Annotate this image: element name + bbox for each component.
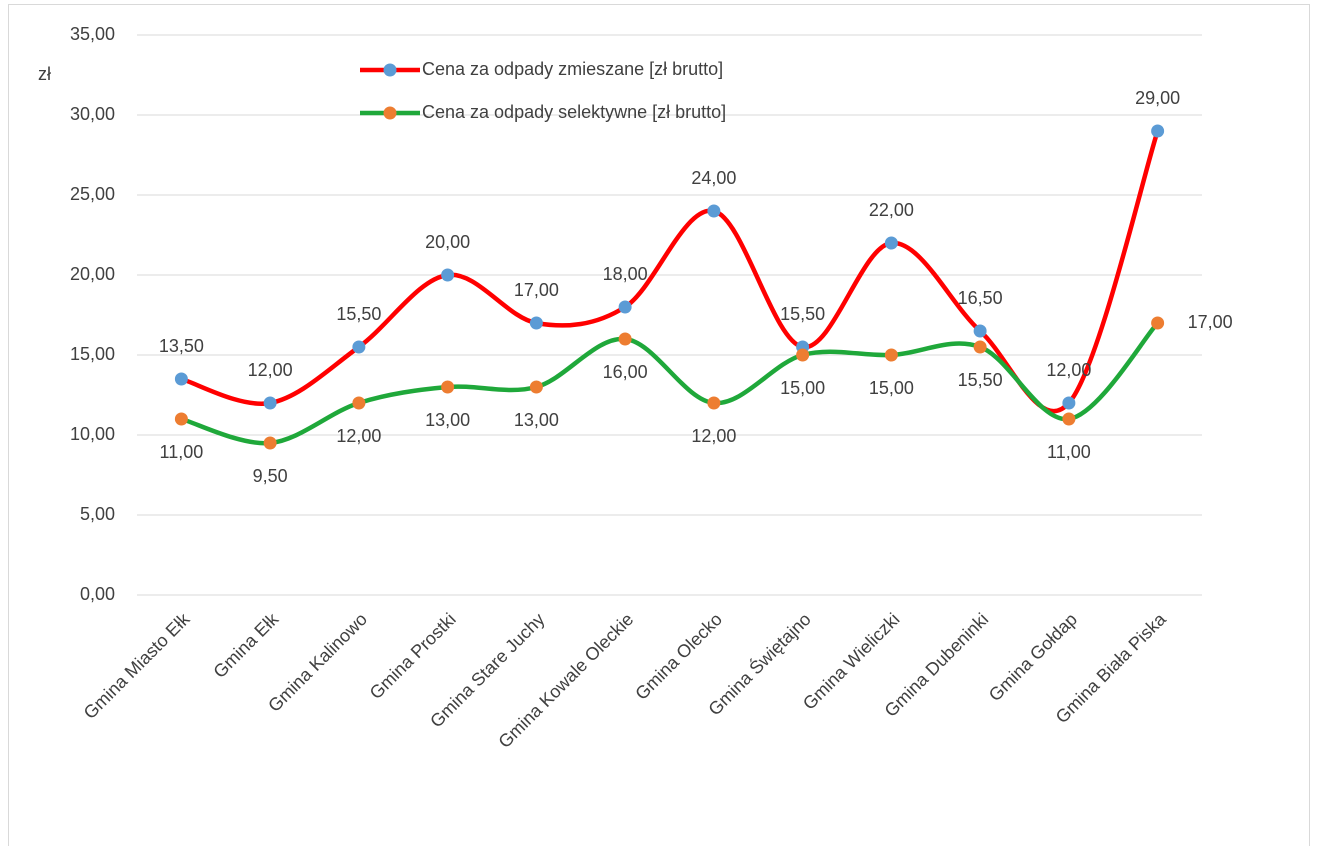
- y-tick-label: 20,00: [70, 264, 115, 284]
- point-marker: [618, 332, 632, 346]
- value-label: 11,00: [1047, 442, 1091, 462]
- x-tick-label: Gmina Ełk: [209, 608, 283, 682]
- value-label: 15,50: [336, 304, 381, 324]
- value-label: 18,00: [603, 264, 648, 284]
- y-tick-label: 35,00: [70, 24, 115, 44]
- legend-marker: [383, 106, 397, 120]
- y-tick-label: 25,00: [70, 184, 115, 204]
- point-marker: [263, 396, 277, 410]
- value-label: 17,00: [1188, 312, 1233, 332]
- value-label: 12,00: [691, 426, 736, 446]
- y-tick-label: 0,00: [80, 584, 115, 604]
- point-marker: [174, 372, 188, 386]
- value-label: 13,00: [514, 410, 559, 430]
- point-marker: [1151, 124, 1165, 138]
- value-label: 12,00: [336, 426, 381, 446]
- point-marker: [618, 300, 632, 314]
- value-label: 13,00: [425, 410, 470, 430]
- point-marker: [707, 396, 721, 410]
- value-label: 16,00: [603, 362, 648, 382]
- series-line: [180, 321, 1160, 446]
- point-marker: [1062, 396, 1076, 410]
- chart-border: [8, 4, 1310, 851]
- value-label: 12,00: [248, 360, 293, 380]
- y-axis-label: zł: [38, 64, 51, 84]
- point-marker: [529, 380, 543, 394]
- point-marker: [441, 268, 455, 282]
- point-marker: [352, 340, 366, 354]
- value-label: 20,00: [425, 232, 470, 252]
- y-tick-label: 15,00: [70, 344, 115, 364]
- point-marker: [441, 380, 455, 394]
- point-marker: [174, 412, 188, 426]
- value-label: 22,00: [869, 200, 914, 220]
- value-label: 16,50: [958, 288, 1003, 308]
- value-label: 15,50: [780, 304, 825, 324]
- x-tick-label: Gmina Olecko: [631, 609, 726, 704]
- point-marker: [1151, 316, 1165, 330]
- point-marker: [973, 324, 987, 338]
- value-label: 13,50: [159, 336, 204, 356]
- point-marker: [796, 348, 810, 362]
- point-marker: [973, 340, 987, 354]
- point-marker: [529, 316, 543, 330]
- value-label: 17,00: [514, 280, 559, 300]
- x-tick-label: Gmina Prostki: [366, 609, 460, 703]
- y-tick-label: 30,00: [70, 104, 115, 124]
- value-label: 24,00: [691, 168, 736, 188]
- point-marker: [1062, 412, 1076, 426]
- value-label: 11,00: [160, 442, 204, 462]
- point-marker: [352, 396, 366, 410]
- x-tick-label: Gmina Miasto Ełk: [80, 608, 195, 723]
- point-marker: [263, 436, 277, 450]
- point-marker: [884, 236, 898, 250]
- value-label: 9,50: [253, 466, 288, 486]
- legend-label: Cena za odpady selektywne [zł brutto]: [422, 102, 726, 122]
- y-tick-label: 10,00: [70, 424, 115, 444]
- legend-label: Cena za odpady zmieszane [zł brutto]: [422, 59, 723, 79]
- point-marker: [884, 348, 898, 362]
- point-marker: [707, 204, 721, 218]
- legend-marker: [383, 63, 397, 77]
- value-label: 29,00: [1135, 88, 1180, 108]
- x-tick-label: Gmina Gołdap: [985, 609, 1081, 705]
- value-label: 15,00: [869, 378, 914, 398]
- y-tick-label: 5,00: [80, 504, 115, 524]
- value-label: 15,50: [958, 370, 1003, 390]
- value-label: 12,00: [1046, 360, 1091, 380]
- value-label: 15,00: [780, 378, 825, 398]
